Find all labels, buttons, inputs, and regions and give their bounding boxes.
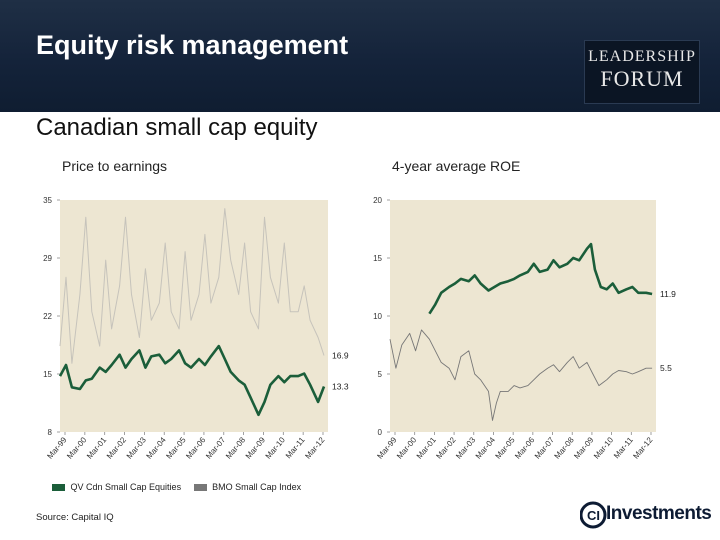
roe-series-bmo-line xyxy=(389,329,653,421)
roe-end-label: 5.5 xyxy=(660,363,672,373)
ci-wordmark: Investments xyxy=(606,503,712,524)
roe-x-tick-label: Mar-99 xyxy=(375,435,399,461)
legend-swatch-qv xyxy=(52,484,65,492)
slide-title: Equity risk management xyxy=(36,30,349,60)
pe-x-tick-label: Mar-00 xyxy=(65,435,89,461)
pe-y-tick-label: 15 xyxy=(43,370,52,379)
pe-y-tick-label: 35 xyxy=(43,196,52,205)
roe-y-tick-label: 20 xyxy=(373,196,382,205)
legend: QV Cdn Small Cap Equities BMO Small Cap … xyxy=(52,482,311,492)
pe-x-tick-label: Mar-03 xyxy=(125,435,149,461)
roe-y-tick-label: 15 xyxy=(373,254,382,263)
roe-x-tick-label: Mar-08 xyxy=(553,435,577,461)
roe-x-tick-label: Mar-07 xyxy=(533,435,557,461)
roe-x-tick-label: Mar-06 xyxy=(513,435,537,461)
roe-x-tick-label: Mar-09 xyxy=(572,435,596,461)
source-note: Source: Capital IQ xyxy=(36,512,114,523)
legend-swatch-bmo xyxy=(193,484,207,492)
pe-x-tick-label: Mar-09 xyxy=(244,435,268,461)
roe-x-tick-label: Mar-03 xyxy=(454,435,478,461)
roe-y-tick-label: 5 xyxy=(378,370,383,379)
pe-x-tick-label: Mar-07 xyxy=(204,435,228,461)
roe-y-tick-label: 10 xyxy=(373,312,382,321)
pe-plot-area xyxy=(60,200,328,432)
roe-x-tick-label: Mar-12 xyxy=(631,435,655,461)
pe-series-bmo-line xyxy=(59,208,325,364)
logo-line1: LEADERSHIP xyxy=(588,48,696,65)
pe-x-tick-label: Mar-10 xyxy=(264,435,288,461)
pe-series-qv-line xyxy=(58,344,326,417)
pe-x-tick-label: Mar-01 xyxy=(85,435,109,461)
pe-x-tick-label: Mar-05 xyxy=(164,435,188,461)
pe-x-tick-label: Mar-11 xyxy=(284,435,307,460)
ci-investments-logo: CI xyxy=(580,501,607,529)
ci-circle-icon xyxy=(580,501,607,529)
roe-x-tick-label: Mar-04 xyxy=(474,435,498,461)
roe-series-qv-line xyxy=(428,242,653,315)
leadership-forum-logo: LEADERSHIP FORUM xyxy=(584,40,700,104)
roe-chart-title: 4-year average ROE xyxy=(392,158,521,174)
pe-end-label: 13.3 xyxy=(332,381,349,391)
roe-end-label: 11.9 xyxy=(660,289,676,299)
legend-label-bmo: BMO Small Cap Index xyxy=(212,482,302,492)
pe-x-tick-label: Mar-02 xyxy=(105,435,129,461)
legend-label-qv: QV Cdn Small Cap Equities xyxy=(70,482,182,492)
pe-x-tick-label: Mar-99 xyxy=(45,435,69,461)
header-bar: Equity risk management LEADERSHIP FORUM xyxy=(0,0,720,112)
pe-chart-title: Price to earnings xyxy=(62,158,168,174)
slide-subtitle: Canadian small cap equity xyxy=(36,114,318,141)
logo-line2: FORUM xyxy=(600,66,684,91)
roe-y-tick-label: 0 xyxy=(378,428,383,437)
pe-y-tick-label: 29 xyxy=(43,254,52,263)
roe-x-tick-label: Mar-02 xyxy=(434,435,458,461)
roe-plot-area xyxy=(390,200,656,432)
roe-x-tick-label: Mar-01 xyxy=(415,435,439,461)
pe-x-tick-label: Mar-12 xyxy=(303,435,327,461)
roe-x-tick-label: Mar-05 xyxy=(494,435,518,461)
ci-mark: CI xyxy=(587,508,600,523)
pe-y-tick-label: 22 xyxy=(43,312,52,321)
pe-x-tick-label: Mar-06 xyxy=(184,435,208,461)
legend-item-qv: QV Cdn Small Cap Equities xyxy=(52,482,181,492)
pe-end-label: 16.9 xyxy=(332,351,349,361)
legend-item-bmo: BMO Small Cap Index xyxy=(193,482,302,492)
roe-x-tick-label: Mar-00 xyxy=(395,435,419,461)
pe-x-tick-label: Mar-04 xyxy=(145,435,169,461)
pe-y-tick-label: 8 xyxy=(48,428,53,437)
pe-x-tick-label: Mar-08 xyxy=(224,435,248,461)
roe-x-tick-label: Mar-10 xyxy=(592,435,616,461)
